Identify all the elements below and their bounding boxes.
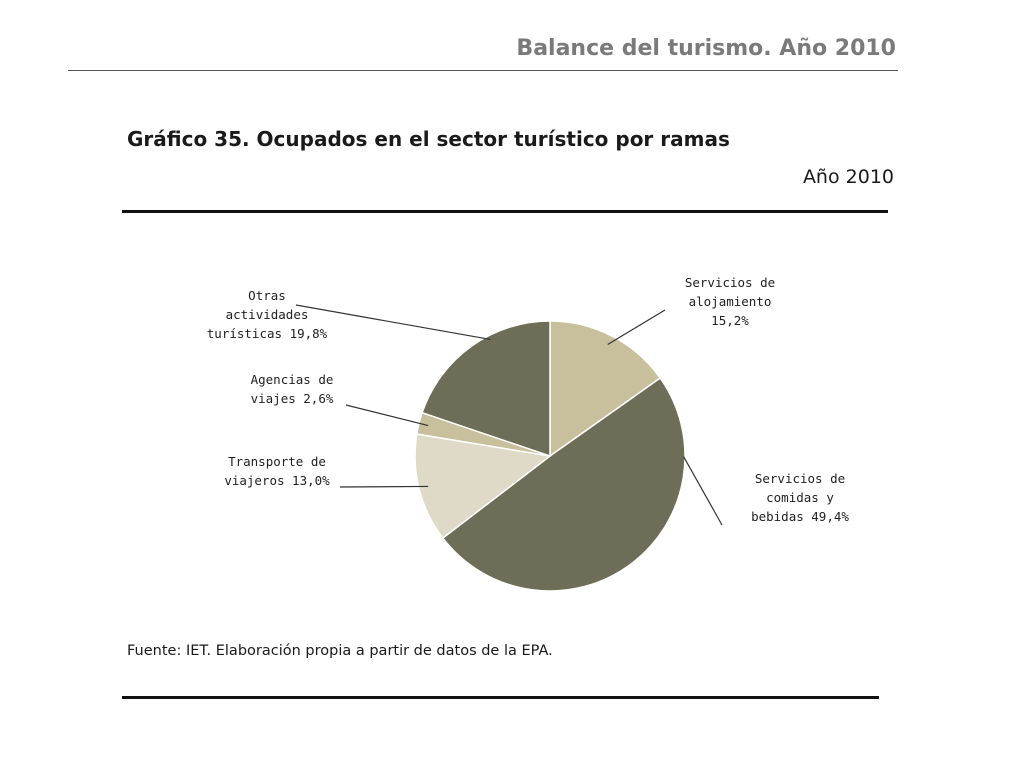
chart-bottom-divider [122,696,879,699]
slice-label-1: Servicios de alojamiento 15,2% [685,275,775,328]
leader-line-4 [345,404,429,427]
chart-title: Gráfico 35. Ocupados en el sector turíst… [127,127,730,151]
header-divider [68,70,898,71]
slice-label-2: Servicios de comidas y bebidas 49,4% [751,471,849,524]
chart-year: Año 2010 [802,166,894,188]
chart-top-divider [122,210,888,213]
pie-slice-2 [441,376,686,592]
slice-label-5: Otras actividades turísticas 19,8% [207,288,328,341]
document-header-title: Balance del turismo. Año 2010 [516,36,896,61]
pie-slice-3 [414,433,552,540]
slice-label-4: Agencias de viajes 2,6% [251,372,334,406]
pie-slice-1 [549,320,662,458]
leader-line-2 [683,456,723,526]
chart-source-note: Fuente: IET. Elaboración propia a partir… [127,643,553,659]
pie-slice-5 [421,320,551,458]
leader-line-1 [607,309,666,346]
leader-line-5 [295,304,491,341]
leader-line-3 [339,485,429,488]
slice-label-3: Transporte de viajeros 13,0% [224,454,330,488]
